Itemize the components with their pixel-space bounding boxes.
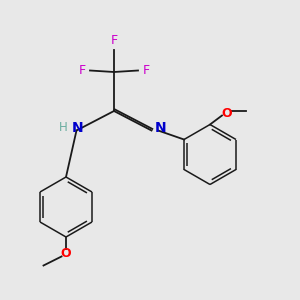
Text: O: O: [61, 247, 71, 260]
Text: F: F: [142, 64, 150, 77]
Text: O: O: [221, 106, 232, 120]
Text: N: N: [154, 121, 166, 135]
Text: F: F: [78, 64, 85, 77]
Text: N: N: [71, 121, 83, 135]
Text: F: F: [110, 34, 118, 47]
Text: H: H: [59, 121, 68, 134]
